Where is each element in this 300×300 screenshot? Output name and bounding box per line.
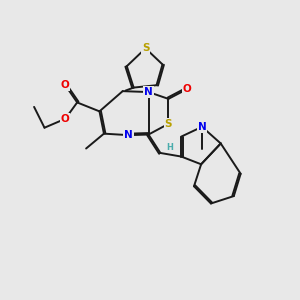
Text: N: N <box>124 130 133 140</box>
Text: N: N <box>198 122 206 132</box>
Text: S: S <box>142 44 149 53</box>
Text: H: H <box>166 143 173 152</box>
Text: O: O <box>183 84 191 94</box>
Text: S: S <box>165 119 172 129</box>
Text: O: O <box>61 80 70 90</box>
Text: O: O <box>61 114 70 124</box>
Text: N: N <box>144 87 153 97</box>
